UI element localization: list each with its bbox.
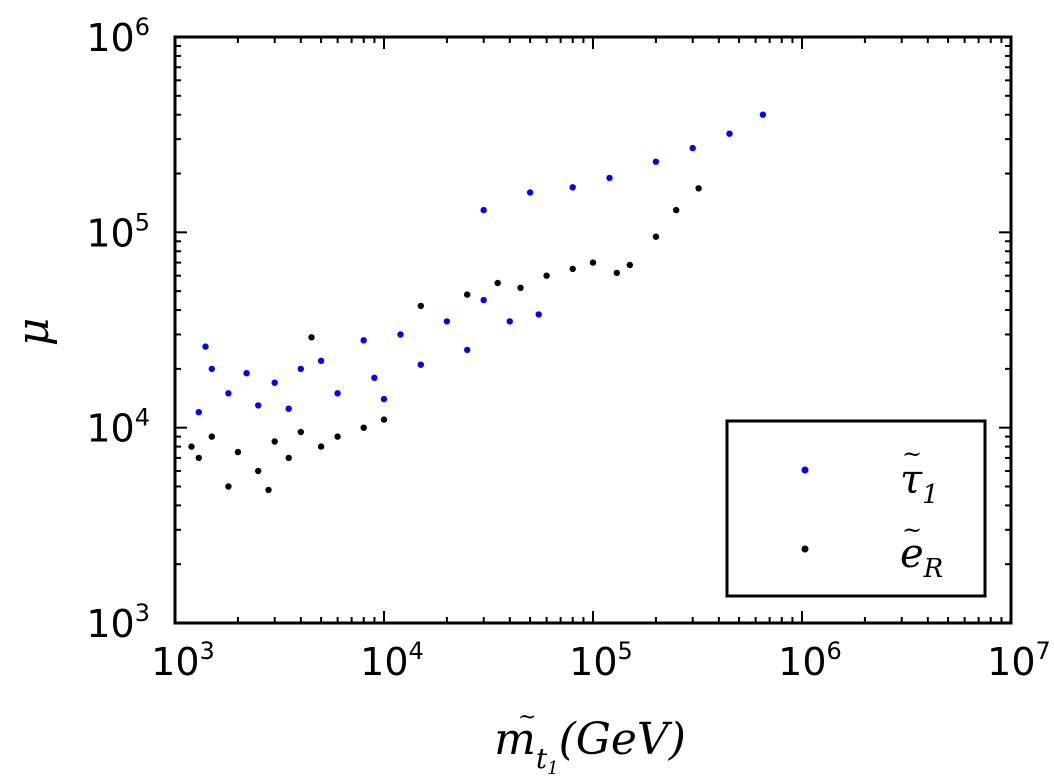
point-e-tilde-R <box>208 433 215 440</box>
y-axis-label: μ <box>8 318 59 347</box>
series-tau-tilde-1 <box>195 111 767 416</box>
point-tau-tilde-1 <box>271 379 278 386</box>
point-e-tilde-R <box>613 269 620 277</box>
point-e-tilde-R <box>494 279 501 287</box>
point-tau-tilde-1 <box>360 337 367 344</box>
y-tick-label: 105 <box>86 208 150 255</box>
point-e-tilde-R <box>673 206 680 214</box>
point-e-tilde-R <box>317 443 325 450</box>
legend-label-tau-symbol: τ <box>900 457 923 503</box>
x-tick-label: 103 <box>151 637 215 684</box>
point-tau-tilde-1 <box>225 390 232 397</box>
point-e-tilde-R <box>417 302 424 310</box>
point-e-tilde-R <box>234 448 242 456</box>
point-tau-tilde-1 <box>255 402 262 409</box>
point-e-tilde-R <box>543 272 550 279</box>
point-e-tilde-R <box>255 467 262 475</box>
point-tau-tilde-1 <box>726 130 733 137</box>
point-e-tilde-R <box>569 265 576 273</box>
legend-tau-tilde: ~ <box>902 440 922 468</box>
x-axis-label-base: m <box>494 714 536 765</box>
point-tau-tilde-1 <box>397 331 404 338</box>
legend-label-tau-index: 1 <box>922 480 939 510</box>
y-tick-label: 104 <box>86 404 150 451</box>
point-tau-tilde-1 <box>535 311 542 318</box>
point-tau-tilde-1 <box>243 370 250 377</box>
point-e-tilde-R <box>464 291 471 298</box>
point-e-tilde-R <box>652 233 660 240</box>
point-tau-tilde-1 <box>208 365 215 373</box>
x-axis-label-tilde: ~ <box>518 705 536 730</box>
x-tick-label: 106 <box>778 637 842 684</box>
point-tau-tilde-1 <box>606 174 613 182</box>
y-tick-label: 103 <box>86 599 150 646</box>
x-axis-label-sub-index: 1 <box>547 758 558 778</box>
x-tick-label: 104 <box>360 637 424 684</box>
point-tau-tilde-1 <box>569 184 576 191</box>
legend-box <box>725 419 987 598</box>
point-e-tilde-R <box>517 284 524 291</box>
x-tick-label: 107 <box>987 637 1051 684</box>
plot-frame <box>173 35 1013 625</box>
point-tau-tilde-1 <box>526 189 534 196</box>
point-tau-tilde-1 <box>195 409 202 416</box>
point-tau-tilde-1 <box>480 206 487 214</box>
series-e-tilde-R <box>188 185 702 494</box>
legend-label-e-symbol: e <box>900 531 924 577</box>
y-tick-labels: 103 104 105 106 <box>86 13 150 646</box>
data-points <box>188 111 767 494</box>
point-tau-tilde-1 <box>652 158 660 165</box>
point-tau-tilde-1 <box>380 395 388 403</box>
point-e-tilde-R <box>225 483 232 490</box>
x-axis-label: mt1(GeV) <box>494 714 686 778</box>
point-e-tilde-R <box>360 424 367 431</box>
x-axis-label-sub: t1 <box>536 742 559 778</box>
point-tau-tilde-1 <box>506 318 513 325</box>
point-e-tilde-R <box>285 454 292 462</box>
point-e-tilde-R <box>695 185 702 192</box>
x-tick-labels: 103 104 105 106 107 <box>151 637 1051 684</box>
point-tau-tilde-1 <box>417 361 424 368</box>
point-e-tilde-R <box>188 443 195 450</box>
legend-label-tau: τ1 <box>900 457 939 510</box>
point-e-tilde-R <box>334 433 341 440</box>
point-tau-tilde-1 <box>202 343 209 350</box>
point-e-tilde-R <box>195 454 202 462</box>
legend-e-tilde: ~ <box>902 516 922 544</box>
point-tau-tilde-1 <box>371 374 378 381</box>
x-tick-label: 105 <box>569 637 633 684</box>
x-axis-label-sub-char: t <box>536 742 548 775</box>
point-e-tilde-R <box>271 438 278 445</box>
point-tau-tilde-1 <box>317 357 325 364</box>
point-tau-tilde-1 <box>334 390 341 397</box>
x-axis-label-unit: (GeV) <box>559 714 686 765</box>
legend-marker-tau <box>801 466 809 474</box>
point-tau-tilde-1 <box>285 405 292 412</box>
point-tau-tilde-1 <box>464 346 471 354</box>
point-tau-tilde-1 <box>759 111 767 118</box>
y-tick-label: 106 <box>86 13 150 60</box>
legend: τ1 ~ eR ~ <box>725 419 987 598</box>
point-tau-tilde-1 <box>297 365 304 373</box>
legend-label-e-index: R <box>923 554 944 584</box>
point-e-tilde-R <box>265 486 272 494</box>
legend-marker-e <box>801 545 809 553</box>
point-tau-tilde-1 <box>443 318 451 325</box>
point-e-tilde-R <box>589 259 597 266</box>
point-e-tilde-R <box>626 261 633 269</box>
point-e-tilde-R <box>380 416 388 423</box>
legend-label-e: eR <box>900 531 943 584</box>
point-e-tilde-R <box>308 334 315 341</box>
point-tau-tilde-1 <box>480 296 487 304</box>
point-tau-tilde-1 <box>689 144 696 152</box>
point-e-tilde-R <box>297 428 304 436</box>
